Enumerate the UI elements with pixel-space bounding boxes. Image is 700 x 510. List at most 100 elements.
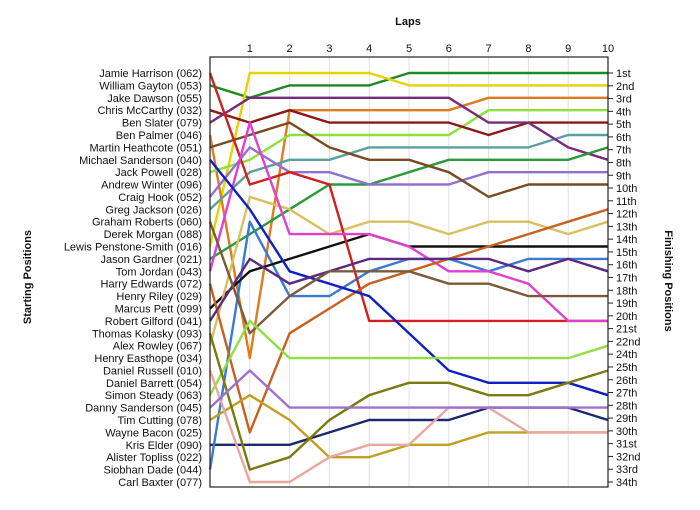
finishing-label: 7th <box>616 145 631 157</box>
finishing-label: 5th <box>616 119 631 131</box>
y-axis-title: Starting Positions <box>22 230 34 324</box>
finishing-label: 22nd <box>616 336 640 348</box>
finishing-label: 31st <box>616 439 637 451</box>
starting-position-labels: Jamie Harrison (062)William Gayton (053)… <box>64 68 202 489</box>
x-axis-title: Laps <box>395 16 421 28</box>
starting-label: Craig Hook (052) <box>118 192 202 204</box>
starting-label: Martin Heathcote (051) <box>90 142 203 154</box>
lap-tick-labels: 1 2 3 4 5 6 7 8 9 10 <box>247 43 614 55</box>
finishing-label: 28th <box>616 400 637 412</box>
starting-label: Ben Palmer (046) <box>116 130 202 142</box>
finishing-label: 25th <box>616 362 637 374</box>
finishing-label: 10th <box>616 183 637 195</box>
series-line <box>209 369 608 409</box>
series-line <box>209 108 608 137</box>
finishing-label: 15th <box>616 247 637 259</box>
finishing-label: 2nd <box>616 81 634 93</box>
lap-label: 2 <box>287 43 293 55</box>
y2-axis-title: Finishing Positions <box>662 230 674 331</box>
series-line <box>209 121 608 199</box>
finishing-label: 21st <box>616 324 637 336</box>
series-line <box>208 319 609 396</box>
series-line <box>209 96 609 161</box>
plot-frame <box>209 56 609 488</box>
lap-label: 1 <box>247 43 253 55</box>
finishing-label: 24th <box>616 349 637 361</box>
lap-label: 8 <box>525 43 531 55</box>
finishing-label: 29th <box>616 413 637 425</box>
lap-label: 9 <box>565 43 571 55</box>
series-line <box>209 108 608 174</box>
series-line <box>208 96 608 360</box>
starting-label: Marcus Pett (099) <box>115 303 202 315</box>
lap-label: 3 <box>326 43 332 55</box>
series-line <box>209 146 609 260</box>
starting-label: Ben Slater (079) <box>122 118 202 130</box>
lap-label: 5 <box>406 43 412 55</box>
series-line <box>208 370 608 484</box>
starting-label: Tim Cutting (078) <box>117 415 202 427</box>
starting-label: Carl Baxter (077) <box>118 477 202 489</box>
starting-label: Jamie Harrison (062) <box>99 68 202 80</box>
finishing-label: 20th <box>616 311 637 323</box>
finishing-label: 4th <box>616 106 631 118</box>
finishing-label: 3rd <box>616 94 632 106</box>
finishing-label: 16th <box>616 260 637 272</box>
finishing-label: 8th <box>616 157 631 169</box>
series-lines <box>208 71 609 484</box>
starting-label: Danny Sanderson (045) <box>85 403 202 415</box>
finishing-label: 26th <box>616 375 637 387</box>
starting-label: Harry Edwards (072) <box>101 279 202 291</box>
series-line <box>208 257 609 322</box>
starting-label: Chris McCarthy (032) <box>97 105 202 117</box>
lap-label: 10 <box>602 43 614 55</box>
starting-label: Daniel Barrett (054) <box>106 378 202 390</box>
starting-label: Henry Riley (029) <box>116 291 202 303</box>
lap-label: 7 <box>486 43 492 55</box>
starting-label: Tom Jordan (043) <box>116 266 202 278</box>
finishing-label: 11th <box>616 196 637 208</box>
starting-label: Jake Dawson (055) <box>107 93 202 105</box>
starting-label: Henry Easthope (034) <box>94 353 202 365</box>
starting-label: Alex Rowley (067) <box>113 341 202 353</box>
finishing-label: 12th <box>616 209 637 221</box>
finishing-position-labels: 1st2nd3rd4th5th6th7th8th9th10th11th12th1… <box>608 68 640 489</box>
starting-label: Andrew Winter (096) <box>101 180 202 192</box>
starting-label: Thomas Kolasky (093) <box>92 328 202 340</box>
finishing-label: 1st <box>616 68 631 80</box>
starting-label: Kris Elder (090) <box>126 440 202 452</box>
starting-label: Jason Gardner (021) <box>101 254 203 266</box>
starting-label: Simon Steady (063) <box>105 390 202 402</box>
series-line <box>208 221 608 335</box>
starting-label: Robert Gilford (041) <box>105 316 202 328</box>
series-line <box>209 71 608 100</box>
starting-label: William Gayton (053) <box>99 80 202 92</box>
starting-label: Derek Morgan (088) <box>104 229 202 241</box>
starting-label: Michael Sanderson (040) <box>79 155 202 167</box>
starting-label: Lewis Penstone-Smith (016) <box>64 242 202 254</box>
finishing-label: 27th <box>616 388 637 400</box>
starting-label: Wayne Bacon (025) <box>105 427 202 439</box>
finishing-label: 13th <box>616 221 637 233</box>
finishing-label: 34th <box>616 477 637 489</box>
series-line <box>208 72 608 323</box>
finishing-label: 19th <box>616 298 637 310</box>
series-line <box>208 332 609 471</box>
finishing-label: 18th <box>616 285 637 297</box>
starting-label: Alister Topliss (022) <box>106 452 202 464</box>
series-line <box>209 146 608 198</box>
finishing-label: 32nd <box>616 451 640 463</box>
lap-label: 6 <box>446 43 452 55</box>
starting-label: Siobhan Dade (044) <box>104 465 202 477</box>
finishing-label: 33rd <box>616 464 638 476</box>
finishing-label: 6th <box>616 132 631 144</box>
starting-label: Greg Jackson (026) <box>105 204 202 216</box>
series-line <box>208 71 608 247</box>
series-line <box>208 195 609 347</box>
starting-label: Daniel Russell (010) <box>103 365 202 377</box>
starting-label: Jack Powell (028) <box>115 167 202 179</box>
starting-label: Graham Roberts (060) <box>92 217 202 229</box>
finishing-label: 17th <box>616 273 637 285</box>
finishing-label: 14th <box>616 234 637 246</box>
